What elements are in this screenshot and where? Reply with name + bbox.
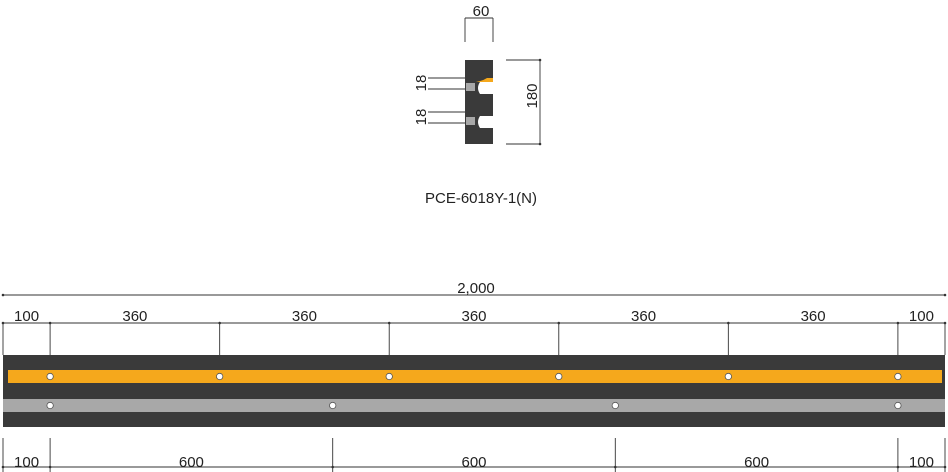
groove-top-label: 18 [413, 75, 430, 92]
bottom-spacing-label: 100 [909, 454, 934, 471]
top-spacing-label: 360 [122, 308, 147, 325]
top-tick-dot [943, 321, 947, 325]
bottom-spacing-label: 100 [14, 454, 39, 471]
total-tick-left [1, 293, 5, 297]
bottom-hole [329, 401, 337, 410]
groove-bottom-label: 18 [413, 109, 430, 126]
section-yellow-strip [476, 78, 493, 82]
bottom-mounting-holes [46, 401, 902, 410]
bottom-spacing-ticks [1, 438, 947, 472]
top-tick-dot [387, 321, 391, 325]
top-tick-dot [727, 321, 730, 325]
top-tick-dot [896, 321, 900, 325]
bottom-tick-dot [896, 465, 900, 469]
top-hole [46, 372, 54, 381]
top-spacing-ticks [1, 321, 947, 355]
plan-view: 2,000 100 360 360 360 360 360 100 100 600 600 600… [1, 280, 947, 472]
section-bolt-top [466, 83, 475, 91]
top-tick-dot [1, 321, 5, 325]
bottom-hole [611, 401, 619, 410]
top-spacing-label: 360 [461, 308, 486, 325]
bottom-tick-dot [943, 465, 947, 469]
bottom-spacing-labels: 100 600 600 600 100 [14, 454, 934, 471]
top-hole [724, 372, 732, 381]
top-hole [555, 372, 563, 381]
section-bolt-bottom [466, 117, 475, 125]
yellow-reflective-strip [8, 370, 942, 383]
top-spacing-label: 360 [801, 308, 826, 325]
top-hole [216, 372, 224, 381]
top-spacing-label: 100 [14, 308, 39, 325]
height-label: 180 [524, 83, 541, 108]
section-profile [465, 60, 493, 144]
height-tick-top [538, 58, 542, 62]
bottom-tick-dot [331, 465, 335, 469]
top-spacing-label: 360 [631, 308, 656, 325]
top-hole [894, 372, 902, 381]
bottom-tick-dot [48, 465, 52, 469]
top-tick-dot [48, 321, 52, 325]
total-tick-right [943, 293, 947, 297]
total-label: 2,000 [457, 280, 495, 297]
bottom-hole [46, 401, 54, 410]
top-spacing-label: 360 [292, 308, 317, 325]
top-tick-dot [218, 321, 221, 325]
bottom-hole [894, 401, 902, 410]
bumper-body [3, 355, 945, 427]
top-spacing-labels: 100 360 360 360 360 360 100 [14, 308, 934, 325]
bottom-spacing-label: 600 [744, 454, 769, 471]
model-name: PCE-6018Y-1(N) [425, 190, 537, 207]
height-tick-bottom [538, 142, 542, 146]
width-label: 60 [473, 3, 490, 20]
bottom-tick-dot [1, 465, 5, 469]
bottom-spacing-label: 600 [179, 454, 204, 471]
top-spacing-label: 100 [909, 308, 934, 325]
bottom-tick-dot [614, 465, 617, 469]
top-tick-dot [557, 321, 561, 325]
bottom-spacing-label: 600 [461, 454, 486, 471]
top-hole [385, 372, 393, 381]
section-view: 60 180 18 18 PCE-6018Y-1(N) [413, 3, 542, 207]
gray-strip [3, 399, 945, 412]
top-mounting-holes [46, 372, 902, 381]
